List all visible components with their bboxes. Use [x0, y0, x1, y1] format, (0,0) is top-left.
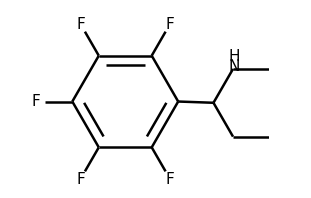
- Text: F: F: [76, 16, 85, 31]
- Text: H: H: [229, 49, 240, 64]
- Text: F: F: [166, 16, 174, 31]
- Text: N: N: [229, 59, 240, 74]
- Text: F: F: [31, 94, 40, 109]
- Text: F: F: [166, 171, 174, 187]
- Text: F: F: [76, 171, 85, 187]
